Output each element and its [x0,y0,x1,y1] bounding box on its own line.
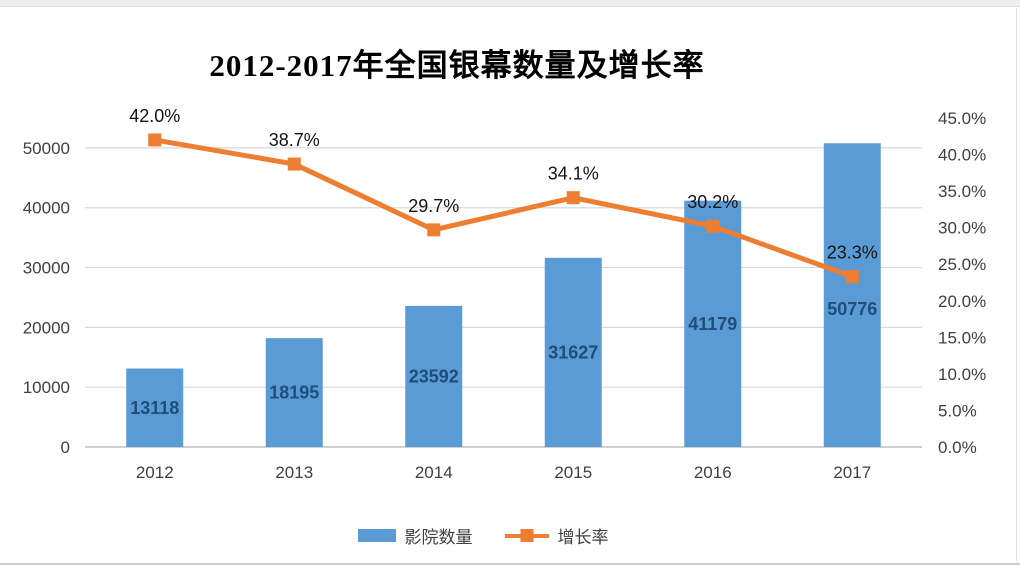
legend-label-bar-series: 影院数量 [404,528,473,547]
right-axis-tick-label: 30.0% [938,219,986,238]
line-marker-2015 [566,191,580,205]
line-value-label-2014: 29.7% [408,196,459,216]
growth-rate-line [152,137,855,280]
bar-2017 [823,143,881,447]
x-axis-label-2014: 2014 [415,463,453,482]
right-axis-tick-label: 10.0% [938,365,986,384]
bar-2014 [405,305,463,447]
left-axis-tick-label: 40000 [23,199,70,218]
bar-value-label-2017: 50776 [827,299,877,319]
right-frame-line [1016,8,1017,561]
left-axis-tick-label: 50000 [23,139,70,158]
right-axis-tick-label: 40.0% [938,146,986,165]
line-marker-2014 [427,223,441,237]
left-axis-tick-label: 10000 [23,378,70,397]
bar-value-label-2016: 41179 [688,314,737,334]
left-axis-tick-label: 20000 [23,318,70,337]
bar-value-label-2015: 31627 [548,342,598,362]
bar-2015 [544,257,602,447]
line-marker-2017 [845,270,859,284]
right-axis-tick-label: 35.0% [938,182,986,201]
x-axis-label-2015: 2015 [554,463,592,482]
legend-item-line-series: 增长率 [504,523,609,548]
bar-2012 [126,368,184,447]
line-marker-2012 [148,133,162,147]
bar-value-label-2014: 23592 [409,366,459,386]
chart-title: 2012-2017年全国银幕数量及增长率 [209,48,705,83]
line-value-label-2015: 34.1% [548,164,599,184]
top-frame-line [0,0,1020,7]
bar-series-swatch [357,529,396,542]
x-axis-label-2017: 2017 [833,463,871,482]
left-axis-tick-label: 30000 [23,259,70,278]
line-swatch-marker-icon [520,529,533,542]
x-axis-label-2012: 2012 [136,463,174,482]
legend-item-bar-series: 影院数量 [357,523,473,548]
line-value-label-2017: 23.3% [827,243,878,263]
bar-2016 [684,200,742,447]
line-value-label-2016: 30.2% [687,192,738,212]
right-axis-tick-label: 0.0% [938,438,977,457]
right-axis-tick-label: 15.0% [938,328,986,347]
bar-value-label-2013: 18195 [269,383,319,403]
bar-2013 [265,338,323,447]
bottom-frame-line [0,563,1020,565]
line-marker-2013 [287,157,301,171]
right-axis-tick-label: 5.0% [938,401,977,420]
x-axis-label-2013: 2013 [275,463,313,482]
right-axis-tick-label: 25.0% [938,255,986,274]
line-series-swatch [504,529,549,542]
right-axis-tick-label: 45.0% [938,109,986,128]
bar-value-label-2012: 13118 [130,398,179,418]
left-axis-tick-label: 0 [61,438,70,457]
legend-label-line-series: 增长率 [557,528,609,547]
line-value-label-2013: 38.7% [269,130,320,150]
chart-legend: 影院数量 增长率 [0,523,1020,548]
x-axis-label-2016: 2016 [694,463,732,482]
line-marker-2016 [706,219,720,233]
right-axis-tick-label: 20.0% [938,292,986,311]
line-value-label-2012: 42.0% [129,106,180,126]
